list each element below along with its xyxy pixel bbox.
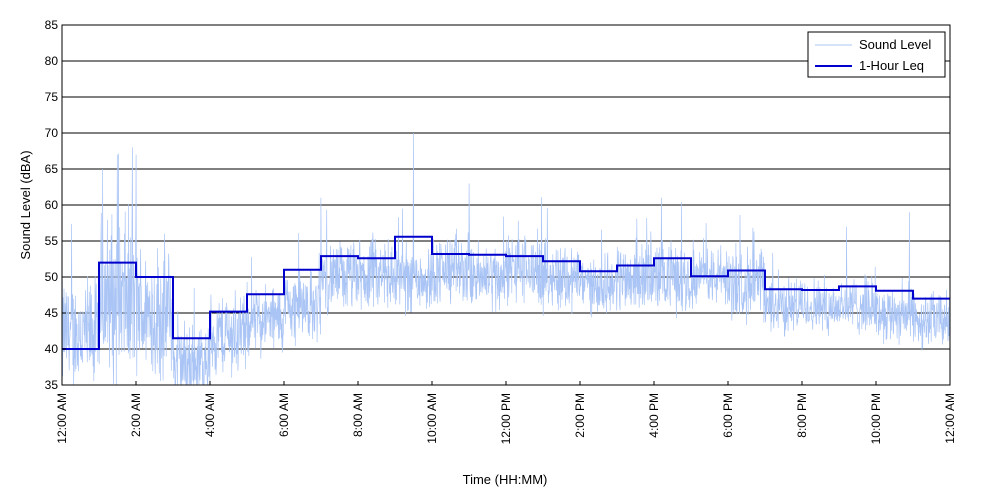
- y-axis-ticks: 35 40 45 50 55 60 65 70 75 80 85: [45, 18, 66, 392]
- y-tick-label: 60: [45, 198, 59, 212]
- x-tick-label: 12:00 PM: [499, 393, 513, 444]
- y-tick-label: 80: [45, 54, 59, 68]
- x-tick-label: 12:00 AM: [943, 393, 957, 444]
- legend: Sound Level 1-Hour Leq: [807, 31, 946, 78]
- x-tick-label: 4:00 AM: [203, 393, 217, 437]
- x-tick-label: 4:00 PM: [647, 393, 661, 438]
- y-tick-label: 55: [45, 234, 59, 248]
- leq-step-line: [62, 235, 950, 350]
- x-tick-label: 10:00 AM: [425, 393, 439, 444]
- x-tick-label: 2:00 AM: [129, 393, 143, 437]
- x-tick-label: 12:00 AM: [55, 393, 69, 444]
- x-tick-label: 10:00 PM: [869, 393, 883, 444]
- y-tick-label: 75: [45, 90, 59, 104]
- y-tick-label: 70: [45, 126, 59, 140]
- x-tick-label: 6:00 PM: [721, 393, 735, 438]
- x-tick-label: 8:00 PM: [795, 393, 809, 438]
- y-tick-label: 85: [45, 18, 59, 32]
- y-tick-label: 65: [45, 162, 59, 176]
- x-axis-ticks: 12:00 AM 2:00 AM 4:00 AM 6:00 AM 8:00 AM 10:0…: [55, 381, 957, 444]
- y-axis-label: Sound Level (dBA): [18, 150, 33, 259]
- x-tick-label: 2:00 PM: [573, 393, 587, 438]
- legend-label-leq: 1-Hour Leq: [859, 58, 924, 73]
- sound-level-line: [61, 132, 951, 387]
- sound-level-series: [61, 132, 951, 387]
- legend-box: [807, 31, 946, 78]
- y-tick-label: 45: [45, 306, 59, 320]
- y-tick-label: 35: [45, 378, 59, 392]
- y-tick-label: 40: [45, 342, 59, 356]
- x-tick-label: 8:00 AM: [351, 393, 365, 437]
- x-tick-label: 6:00 AM: [277, 393, 291, 437]
- x-axis-label: Time (HH:MM): [463, 472, 548, 487]
- y-tick-label: 50: [45, 270, 59, 284]
- leq-series: [62, 235, 950, 350]
- legend-label-sound-level: Sound Level: [859, 37, 931, 52]
